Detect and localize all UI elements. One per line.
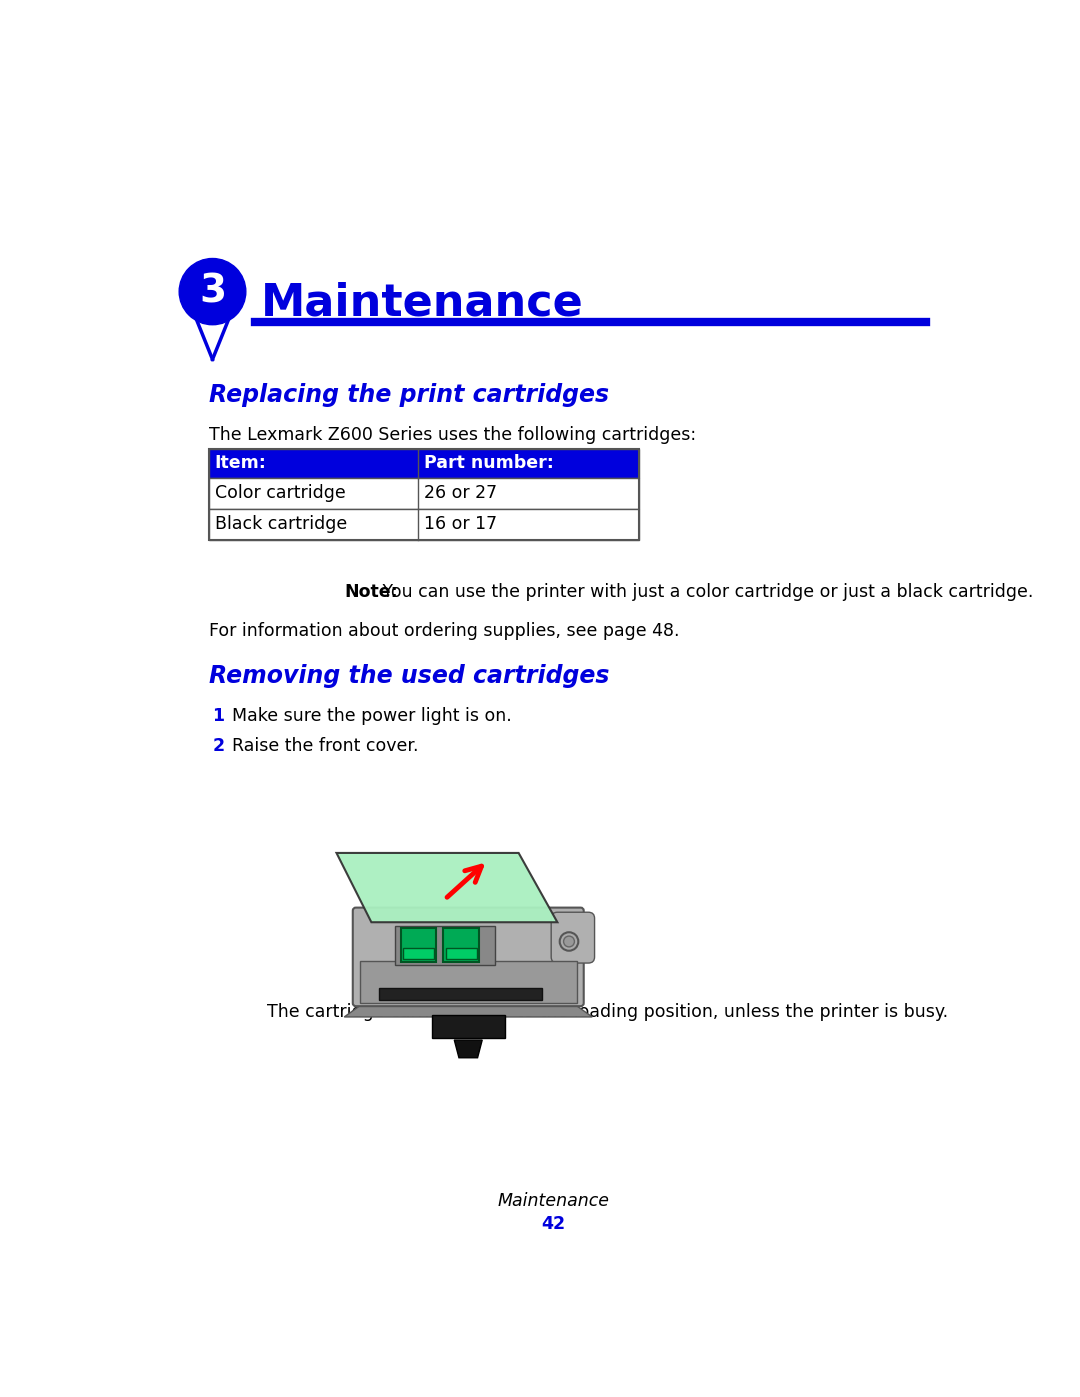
Bar xyxy=(208,448,638,478)
Text: 42: 42 xyxy=(541,1215,566,1232)
FancyBboxPatch shape xyxy=(353,908,583,1006)
FancyBboxPatch shape xyxy=(444,929,480,963)
Text: Color cartridge: Color cartridge xyxy=(215,485,346,503)
Polygon shape xyxy=(337,854,557,922)
FancyBboxPatch shape xyxy=(446,949,476,960)
FancyBboxPatch shape xyxy=(401,929,436,963)
Text: Raise the front cover.: Raise the front cover. xyxy=(232,738,418,756)
Text: Maintenance: Maintenance xyxy=(260,282,583,324)
Text: Make sure the power light is on.: Make sure the power light is on. xyxy=(232,707,512,725)
Text: The Lexmark Z600 Series uses the following cartridges:: The Lexmark Z600 Series uses the followi… xyxy=(208,426,696,444)
Bar xyxy=(208,509,638,539)
Text: Item:: Item: xyxy=(215,454,267,472)
Text: Note:: Note: xyxy=(345,584,399,602)
Text: Replacing the print cartridges: Replacing the print cartridges xyxy=(208,383,609,408)
Text: For information about ordering supplies, see page 48.: For information about ordering supplies,… xyxy=(208,622,679,640)
Bar xyxy=(360,961,577,1003)
Bar xyxy=(208,448,638,539)
Polygon shape xyxy=(455,1039,482,1058)
FancyBboxPatch shape xyxy=(551,912,595,963)
Text: Maintenance: Maintenance xyxy=(498,1192,609,1210)
Text: You can use the printer with just a color cartridge or just a black cartridge.: You can use the printer with just a colo… xyxy=(377,584,1034,602)
Bar xyxy=(379,988,542,1000)
Bar xyxy=(208,478,638,509)
Circle shape xyxy=(179,258,246,324)
Text: 16 or 17: 16 or 17 xyxy=(424,515,497,534)
Bar xyxy=(394,926,496,964)
Text: 1: 1 xyxy=(213,707,225,725)
Text: Part number:: Part number: xyxy=(424,454,554,472)
Text: 3: 3 xyxy=(199,272,226,310)
Circle shape xyxy=(559,932,578,951)
Circle shape xyxy=(564,936,575,947)
Text: The cartridge carrier moves to the loading position, unless the printer is busy.: The cartridge carrier moves to the loadi… xyxy=(267,1003,948,1021)
Text: Removing the used cartridges: Removing the used cartridges xyxy=(208,665,609,689)
Text: Black cartridge: Black cartridge xyxy=(215,515,347,534)
FancyBboxPatch shape xyxy=(432,1016,504,1038)
Text: 2: 2 xyxy=(213,738,225,756)
Text: 26 or 27: 26 or 27 xyxy=(424,485,497,503)
FancyBboxPatch shape xyxy=(403,949,434,960)
Polygon shape xyxy=(345,1003,592,1017)
